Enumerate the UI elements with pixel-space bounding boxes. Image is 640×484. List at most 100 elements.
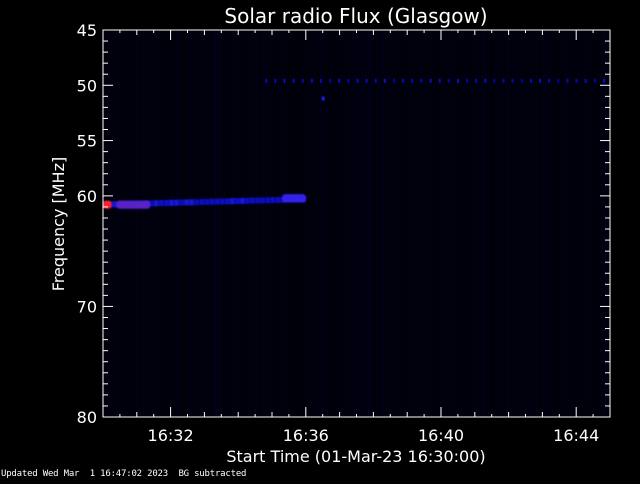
background-noise <box>443 31 444 416</box>
background-noise <box>386 31 387 416</box>
emission-band <box>214 198 220 205</box>
interference-dot <box>575 78 578 83</box>
background-noise <box>419 31 420 416</box>
emission-dot <box>321 96 325 101</box>
background-noise <box>302 31 303 416</box>
background-noise <box>230 31 231 416</box>
background-noise <box>563 31 564 416</box>
background-noise <box>125 31 126 416</box>
interference-dot <box>566 78 569 83</box>
background-noise <box>110 31 111 416</box>
emission-band <box>229 198 235 205</box>
background-noise <box>245 31 246 416</box>
x-axis-label: Start Time (01-Mar-23 16:30:00) <box>226 447 485 466</box>
emission-band <box>184 199 190 206</box>
interference-dot <box>420 78 423 83</box>
background-noise <box>227 31 228 416</box>
background-noise <box>281 31 282 416</box>
interference-dot <box>484 78 487 83</box>
background-noise <box>200 31 201 416</box>
background-noise <box>575 31 576 416</box>
background-noise <box>524 31 525 416</box>
background-noise <box>143 31 144 416</box>
emission-band <box>148 200 154 207</box>
background-noise <box>176 31 177 416</box>
background-noise <box>338 31 339 416</box>
background-noise <box>557 31 558 416</box>
interference-dot <box>557 78 560 83</box>
emission-band <box>163 199 169 206</box>
heatmap-layer <box>103 31 609 416</box>
interference-dot <box>347 78 350 83</box>
emission-band <box>239 197 245 204</box>
background-noise <box>308 31 309 416</box>
background-noise <box>590 31 591 416</box>
background-noise <box>449 31 450 416</box>
background-noise <box>482 31 483 416</box>
background-noise <box>470 31 471 416</box>
footer: Updated Wed Mar 1 16:47:02 2023 BG subtr… <box>1 469 246 479</box>
emission-band <box>204 198 210 205</box>
background-noise <box>368 31 369 416</box>
background-noise <box>518 31 519 416</box>
emission-hotspot <box>103 200 112 209</box>
background-noise <box>137 31 138 416</box>
background-noise <box>164 31 165 416</box>
emission-band <box>255 197 261 204</box>
background-noise <box>350 31 351 416</box>
emission-band <box>113 201 119 208</box>
emission-blob <box>282 194 306 203</box>
y-tick-label: 80 <box>77 408 97 427</box>
background-noise <box>218 31 219 416</box>
background-noise <box>536 31 537 416</box>
background-noise <box>593 31 594 416</box>
emission-band <box>158 200 164 207</box>
background-noise <box>104 31 105 416</box>
background-noise <box>326 31 327 416</box>
background-noise <box>500 31 501 416</box>
interference-dot <box>301 78 304 83</box>
background-noise <box>284 31 285 416</box>
background-noise <box>560 31 561 416</box>
background-noise <box>377 31 378 416</box>
background-noise <box>260 31 261 416</box>
background-noise <box>290 31 291 416</box>
background-noise <box>191 31 192 416</box>
background-noise <box>521 31 522 416</box>
background-noise <box>395 31 396 416</box>
background-noise <box>428 31 429 416</box>
interference-dot <box>493 78 496 83</box>
emission-band <box>234 198 240 205</box>
background-noise <box>236 31 237 416</box>
emission-band <box>189 199 195 206</box>
emission-band <box>209 198 215 205</box>
background-noise <box>278 31 279 416</box>
background-noise <box>572 31 573 416</box>
interference-dot <box>502 78 505 83</box>
background-noise <box>134 31 135 416</box>
background-noise <box>374 31 375 416</box>
background-noise <box>149 31 150 416</box>
plot-area <box>103 30 610 417</box>
emission-band <box>219 198 225 205</box>
background-noise <box>203 31 204 416</box>
interference-dot <box>283 78 286 83</box>
background-noise <box>491 31 492 416</box>
interference-dot <box>548 78 551 83</box>
background-noise <box>461 31 462 416</box>
background-noise <box>512 31 513 416</box>
interference-dot <box>529 78 532 83</box>
background-noise <box>476 31 477 416</box>
emission-band <box>199 199 205 206</box>
background-noise <box>587 31 588 416</box>
interference-dot <box>374 78 377 83</box>
background-noise <box>533 31 534 416</box>
emission-band <box>250 197 256 204</box>
background-noise <box>413 31 414 416</box>
background-noise <box>296 31 297 416</box>
background-noise <box>254 31 255 416</box>
background-noise <box>107 31 108 416</box>
x-axis: 16:32 16:36 16:40 16:44 <box>102 30 611 445</box>
